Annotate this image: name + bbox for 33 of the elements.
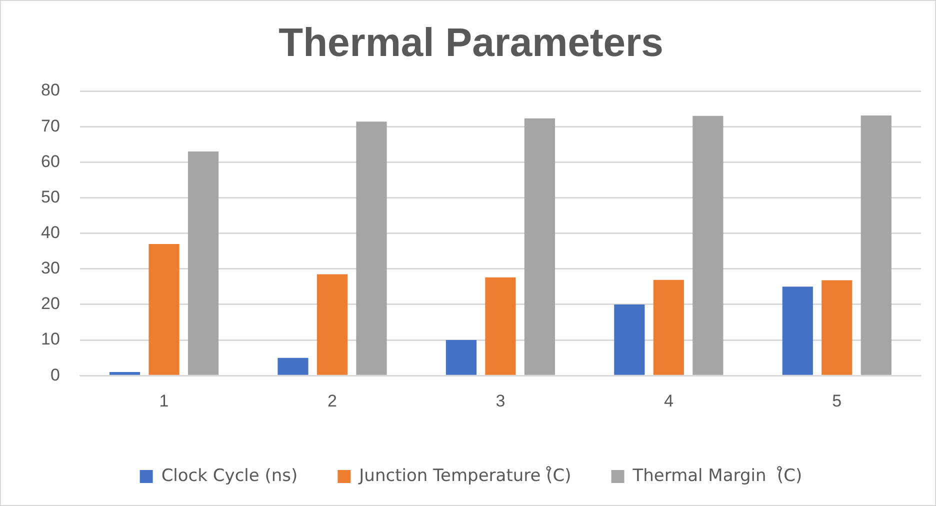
bar	[524, 118, 556, 375]
y-tick-label: 40	[40, 222, 60, 242]
y-tick-label: 70	[40, 116, 60, 136]
y-tick-label: 80	[40, 80, 60, 100]
x-tick-label: 5	[832, 391, 842, 410]
x-tick-label: 4	[664, 391, 674, 410]
bar	[614, 304, 645, 375]
x-tick-label: 3	[496, 391, 506, 410]
bar	[109, 372, 140, 375]
bar	[653, 280, 684, 375]
legend-label: Clock Cycle (ns)	[161, 466, 298, 486]
bar	[822, 280, 852, 375]
y-tick-label: 0	[50, 365, 60, 384]
bar	[446, 340, 477, 375]
bar	[356, 122, 387, 375]
y-tick-label: 60	[40, 152, 60, 171]
bar	[188, 151, 219, 375]
bar	[860, 116, 892, 375]
y-tick-label: 50	[40, 187, 60, 206]
bar	[782, 286, 813, 375]
x-tick-label: 2	[328, 391, 337, 410]
bar	[148, 244, 180, 375]
legend-label: Thermal Margin (̊C)	[632, 466, 802, 486]
bar	[316, 274, 348, 375]
x-tick-label: 1	[159, 391, 169, 410]
y-tick-label: 10	[40, 330, 60, 349]
bar	[692, 116, 724, 375]
legend-label: Junction Temperature (̊C)	[358, 466, 572, 486]
y-tick-label: 20	[40, 294, 60, 314]
bar	[485, 277, 516, 375]
chart-title: Thermal Parameters	[278, 21, 664, 66]
bar	[278, 358, 308, 375]
y-tick-label: 30	[40, 258, 60, 278]
